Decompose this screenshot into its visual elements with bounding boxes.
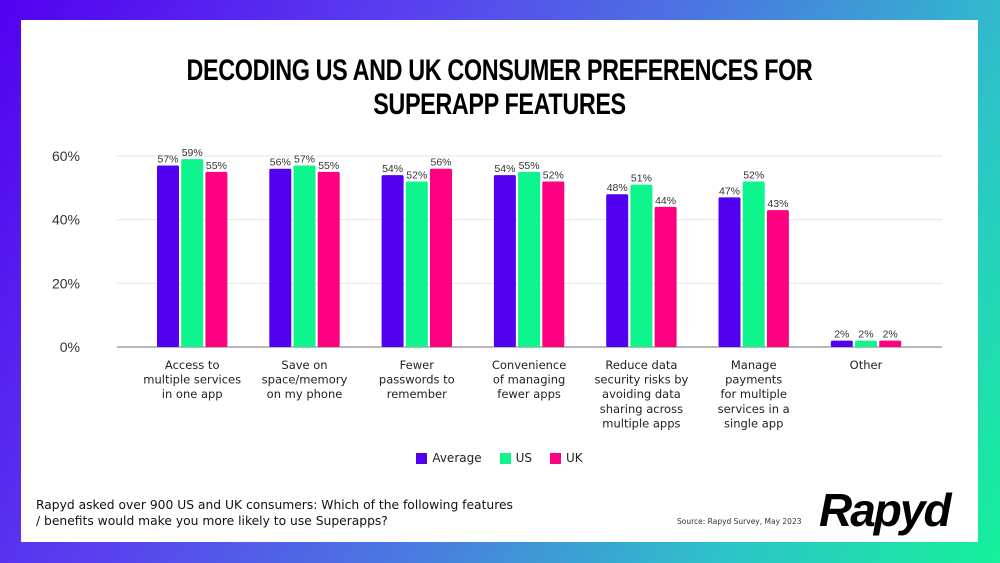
legend-item-uk: UK (550, 451, 583, 465)
category-label-line: Access to (165, 358, 220, 372)
category-label: Convenience of managing fewer apps (492, 358, 566, 401)
category-label-line: fewer apps (497, 387, 561, 401)
category-label: Other (850, 358, 883, 372)
value-label: 52% (406, 169, 427, 181)
bar-us (293, 165, 316, 347)
category-label-line: avoiding data (602, 387, 681, 401)
category-label-line: for multiple (720, 387, 786, 401)
value-label: 51% (631, 173, 652, 185)
category-label-line: sharing across (600, 402, 683, 416)
category-label: Access to multiple services in one app (143, 358, 241, 401)
category-label-line: multiple services (143, 373, 241, 387)
bar-us (181, 159, 204, 347)
bar-average (269, 168, 292, 347)
y-tick-label: 40% (52, 212, 80, 228)
category-label-line: Reduce data (605, 358, 677, 372)
value-label: 2% (858, 329, 873, 341)
bar-uk (317, 171, 340, 347)
category-label-line: services in a (718, 402, 790, 416)
bar-uk (766, 210, 789, 347)
legend-label: UK (566, 451, 583, 465)
value-label: 52% (743, 169, 764, 181)
value-label: 47% (719, 185, 740, 197)
bar-average (718, 197, 741, 347)
bar-us (405, 181, 428, 347)
value-label: 57% (157, 154, 178, 166)
category-label-line: remember (387, 387, 447, 401)
value-label: 43% (767, 198, 788, 210)
category-label-line: of managing (493, 373, 565, 387)
value-label: 59% (182, 147, 203, 159)
category-label: Reduce data security risks by avoiding dat… (594, 358, 688, 430)
category-label-line: passwords to (379, 373, 455, 387)
legend-item-us: US (499, 451, 533, 465)
value-label: 56% (270, 157, 291, 169)
rapyd-logo: Rapyd (819, 484, 952, 536)
bar-us (630, 184, 653, 347)
value-label: 57% (294, 154, 315, 166)
bar-uk (654, 206, 677, 347)
bars (157, 159, 902, 347)
legend-swatch (550, 452, 562, 464)
value-label: 55% (206, 160, 227, 172)
legend-label: Average (432, 451, 482, 465)
category-label-line: Convenience (492, 358, 566, 372)
category-label-line: single app (724, 416, 783, 430)
category-label-line: multiple apps (602, 416, 680, 430)
survey-question: Rapyd asked over 900 US and UK consumers… (36, 498, 513, 528)
bar-us (518, 171, 541, 347)
legend: Average US UK (21, 451, 978, 465)
bar-average (493, 175, 516, 347)
category-label-line: space/memory (262, 373, 348, 387)
bar-uk (205, 171, 228, 347)
category-label-line: Manage (731, 358, 777, 372)
legend-label: US (515, 451, 533, 465)
y-tick-label: 20% (52, 275, 80, 291)
bar-uk (430, 168, 452, 347)
category-label: Fewer passwords to remember (379, 358, 455, 401)
value-label: 44% (655, 195, 676, 207)
value-label: 2% (834, 329, 849, 341)
bar-uk (542, 181, 565, 347)
value-label: 52% (543, 169, 564, 181)
bar-us (855, 340, 877, 347)
bar-us (742, 181, 765, 347)
legend-swatch (499, 452, 511, 464)
category-label-line: Fewer (400, 358, 435, 372)
source-note: Source: Rapyd Survey, May 2023 (677, 517, 802, 526)
category-label: Save on space/memory on my phone (262, 358, 348, 401)
legend-swatch (416, 452, 428, 464)
y-axis-ticks: 0% 20% 40% 60% (52, 148, 80, 355)
legend-item-average: Average (416, 451, 482, 465)
chart-title: DECODING US AND UK CONSUMER PREFERENCES … (186, 54, 813, 121)
y-tick-label: 0% (60, 339, 80, 355)
bar-average (606, 194, 629, 347)
value-label: 56% (430, 157, 451, 169)
value-label: 54% (382, 163, 403, 175)
infographic-card: DECODING US AND UK CONSUMER PREFERENCES … (21, 20, 978, 542)
value-label: 54% (494, 163, 515, 175)
bar-chart: 0%20%40%60% 57%59%55% 56% 57%55% 54%52%56%5… (52, 147, 942, 430)
value-label: 55% (318, 160, 339, 172)
bar-average (830, 340, 853, 347)
category-label-line: security risks by (594, 373, 688, 387)
bar-average (381, 175, 404, 347)
bar-uk (879, 340, 902, 347)
category-label-line: on my phone (267, 387, 343, 401)
category-label-line: in one app (162, 387, 223, 401)
bar-average (157, 165, 179, 347)
value-labels: 57%59%55% 56% 57%55% 54%52%56%54% 55%52%48%5… (157, 147, 897, 340)
category-label-line: Save on (281, 358, 327, 372)
y-tick-label: 60% (52, 148, 80, 164)
category-labels: Access to multiple services in one app Save… (143, 358, 882, 430)
category-label-line: payments (725, 373, 782, 387)
value-label: 55% (519, 160, 540, 172)
category-label-line: Other (850, 358, 883, 372)
value-label: 2% (883, 329, 898, 341)
value-label: 48% (607, 182, 628, 194)
